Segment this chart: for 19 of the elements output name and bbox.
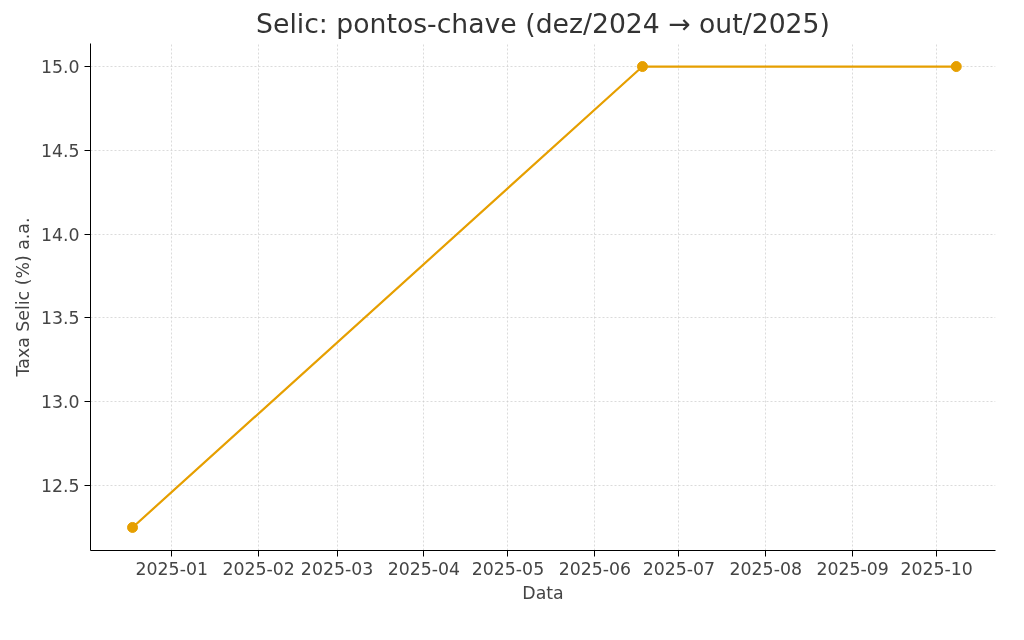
y-axis-title: Taxa Selic (%) a.a. [12, 217, 33, 378]
y-tick-label: 14.0 [40, 224, 80, 245]
x-tick-label: 2025-08 [729, 558, 802, 579]
x-tick-label: 2025-10 [900, 558, 973, 579]
x-tick-label: 2025-09 [816, 558, 889, 579]
y-tick-label: 15.0 [40, 57, 80, 78]
x-tick-label: 2025-04 [387, 558, 461, 579]
chart-title: Selic: pontos-chave (dez/2024 → out/2025) [256, 7, 830, 39]
x-tick-label: 2025-01 [135, 558, 208, 579]
x-axis-title: Data [522, 582, 564, 603]
x-tick-label: 2025-06 [558, 558, 632, 579]
x-tick-label: 2025-02 [222, 558, 295, 579]
x-tick-label: 2025-05 [471, 558, 545, 579]
y-tick-label: 13.0 [40, 392, 80, 413]
y-tick-label: 13.5 [40, 308, 80, 329]
x-tick-label: 2025-03 [300, 558, 374, 579]
y-tick-label: 14.5 [40, 140, 80, 161]
x-tick-label: 2025-07 [642, 558, 716, 579]
y-tick-label: 12.5 [40, 476, 80, 497]
